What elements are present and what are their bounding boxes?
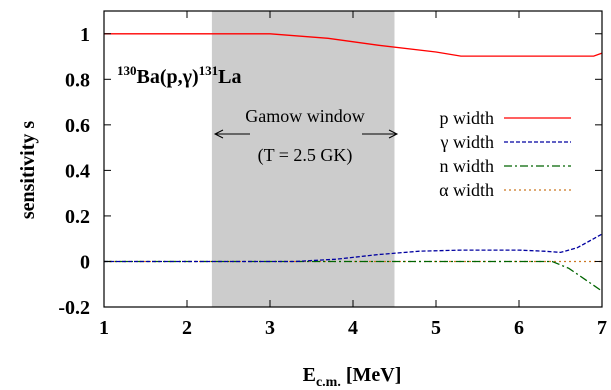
x-tick-label: 1 (99, 317, 109, 339)
legend-entry-label: p width (439, 108, 494, 128)
x-tick-label: 3 (265, 317, 275, 339)
x-tick-label: 7 (597, 317, 607, 339)
x-tick-label: 4 (348, 317, 358, 339)
y-tick-label: 0.8 (65, 69, 90, 91)
gamow-window-label: Gamow window (245, 106, 365, 126)
legend: p width γ width n width α width (439, 108, 571, 200)
y-tick-label: 1 (80, 24, 90, 46)
x-axis-title: Ec.m. [MeV] (303, 364, 402, 390)
product-mass-number: 131 (199, 63, 219, 78)
legend-entry-label: α width (439, 180, 494, 200)
x-axis-title-main: E (303, 364, 316, 386)
gamow-arrow-left (213, 129, 250, 139)
reaction-target: Ba(p, (137, 66, 183, 88)
x-axis-title-subscript: c.m. (316, 375, 341, 390)
ticks-layer: 1 2 3 4 5 6 7 1 0.8 0.6 0.4 0.2 0 -0.2 (58, 11, 607, 339)
series-line (104, 260, 603, 292)
reaction-label: 130Ba(p,γ)131La (117, 63, 242, 88)
x-tick-label: 6 (514, 317, 524, 339)
series-line (104, 233, 603, 263)
gamow-temperature-label: (T = 2.5 GK) (258, 145, 353, 166)
y-tick-label: 0 (80, 251, 90, 273)
legend-entry-label: γ width (440, 132, 494, 152)
gamow-arrow-right (362, 129, 399, 139)
target-mass-number: 130 (117, 63, 137, 78)
gamow-window-band (211, 11, 395, 307)
legend-entry-label: n width (439, 156, 494, 176)
series-layer (104, 33, 603, 292)
y-tick-label: 0.6 (65, 115, 90, 137)
y-tick-label: 0.4 (65, 160, 90, 182)
gamma-symbol: γ (182, 66, 193, 88)
y-tick-label: 0.2 (65, 206, 90, 228)
x-axis-title-unit: [MeV] (341, 364, 402, 386)
x-tick-label: 5 (431, 317, 441, 339)
reaction-product: La (218, 66, 241, 88)
series-line (104, 33, 603, 57)
reaction-close: ) (192, 66, 199, 88)
x-tick-label: 2 (182, 317, 192, 339)
y-axis-title: sensitivity s (17, 121, 39, 220)
y-tick-label: -0.2 (58, 297, 90, 319)
